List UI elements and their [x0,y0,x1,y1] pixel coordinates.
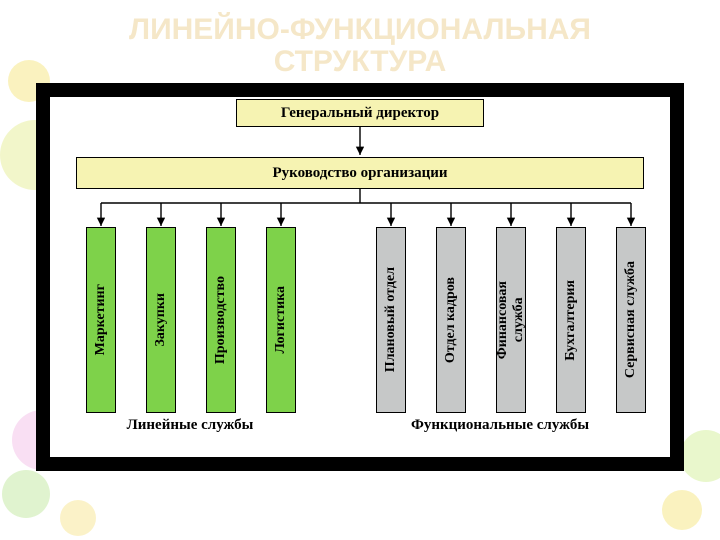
dept-сервисная-служба: Сервисная служба [616,227,646,413]
dept-плановый-отдел-label: Плановый отдел [383,267,399,372]
slide-title: ЛИНЕЙНО-ФУНКЦИОНАЛЬНАЯ СТРУКТУРА [0,0,720,77]
dept-закупки: Закупки [146,227,176,413]
dept-маркетинг-label: Маркетинг [93,284,109,355]
diagram-frame: Генеральный директор Руководство организа… [36,83,684,471]
group-label-linear: Линейные службы [76,417,304,443]
dept-производство: Производство [206,227,236,413]
dept-закупки-label: Закупки [153,293,169,346]
dept-финансовая-служба: Финансовая служба [496,227,526,413]
dept-плановый-отдел: Плановый отдел [376,227,406,413]
group-label-functional: Функциональные службы [356,417,644,443]
dept-финансовая-служба-label: Финансовая служба [495,281,527,359]
decor-blob [680,430,720,482]
dept-маркетинг: Маркетинг [86,227,116,413]
org-chart: Генеральный директор Руководство организа… [50,97,670,457]
dept-отдел-кадров: Отдел кадров [436,227,466,413]
dept-логистика: Логистика [266,227,296,413]
management-box: Руководство организации [76,157,644,189]
dept-отдел-кадров-label: Отдел кадров [443,277,459,363]
decor-blob [2,470,50,518]
general-director-box: Генеральный директор [236,99,484,127]
dept-бухгалтерия-label: Бухгалтерия [563,280,579,361]
dept-логистика-label: Логистика [273,286,289,354]
decor-blob [60,500,96,536]
dept-сервисная-служба-label: Сервисная служба [623,261,639,378]
dept-бухгалтерия: Бухгалтерия [556,227,586,413]
decor-blob [662,490,702,530]
dept-производство-label: Производство [213,276,229,364]
